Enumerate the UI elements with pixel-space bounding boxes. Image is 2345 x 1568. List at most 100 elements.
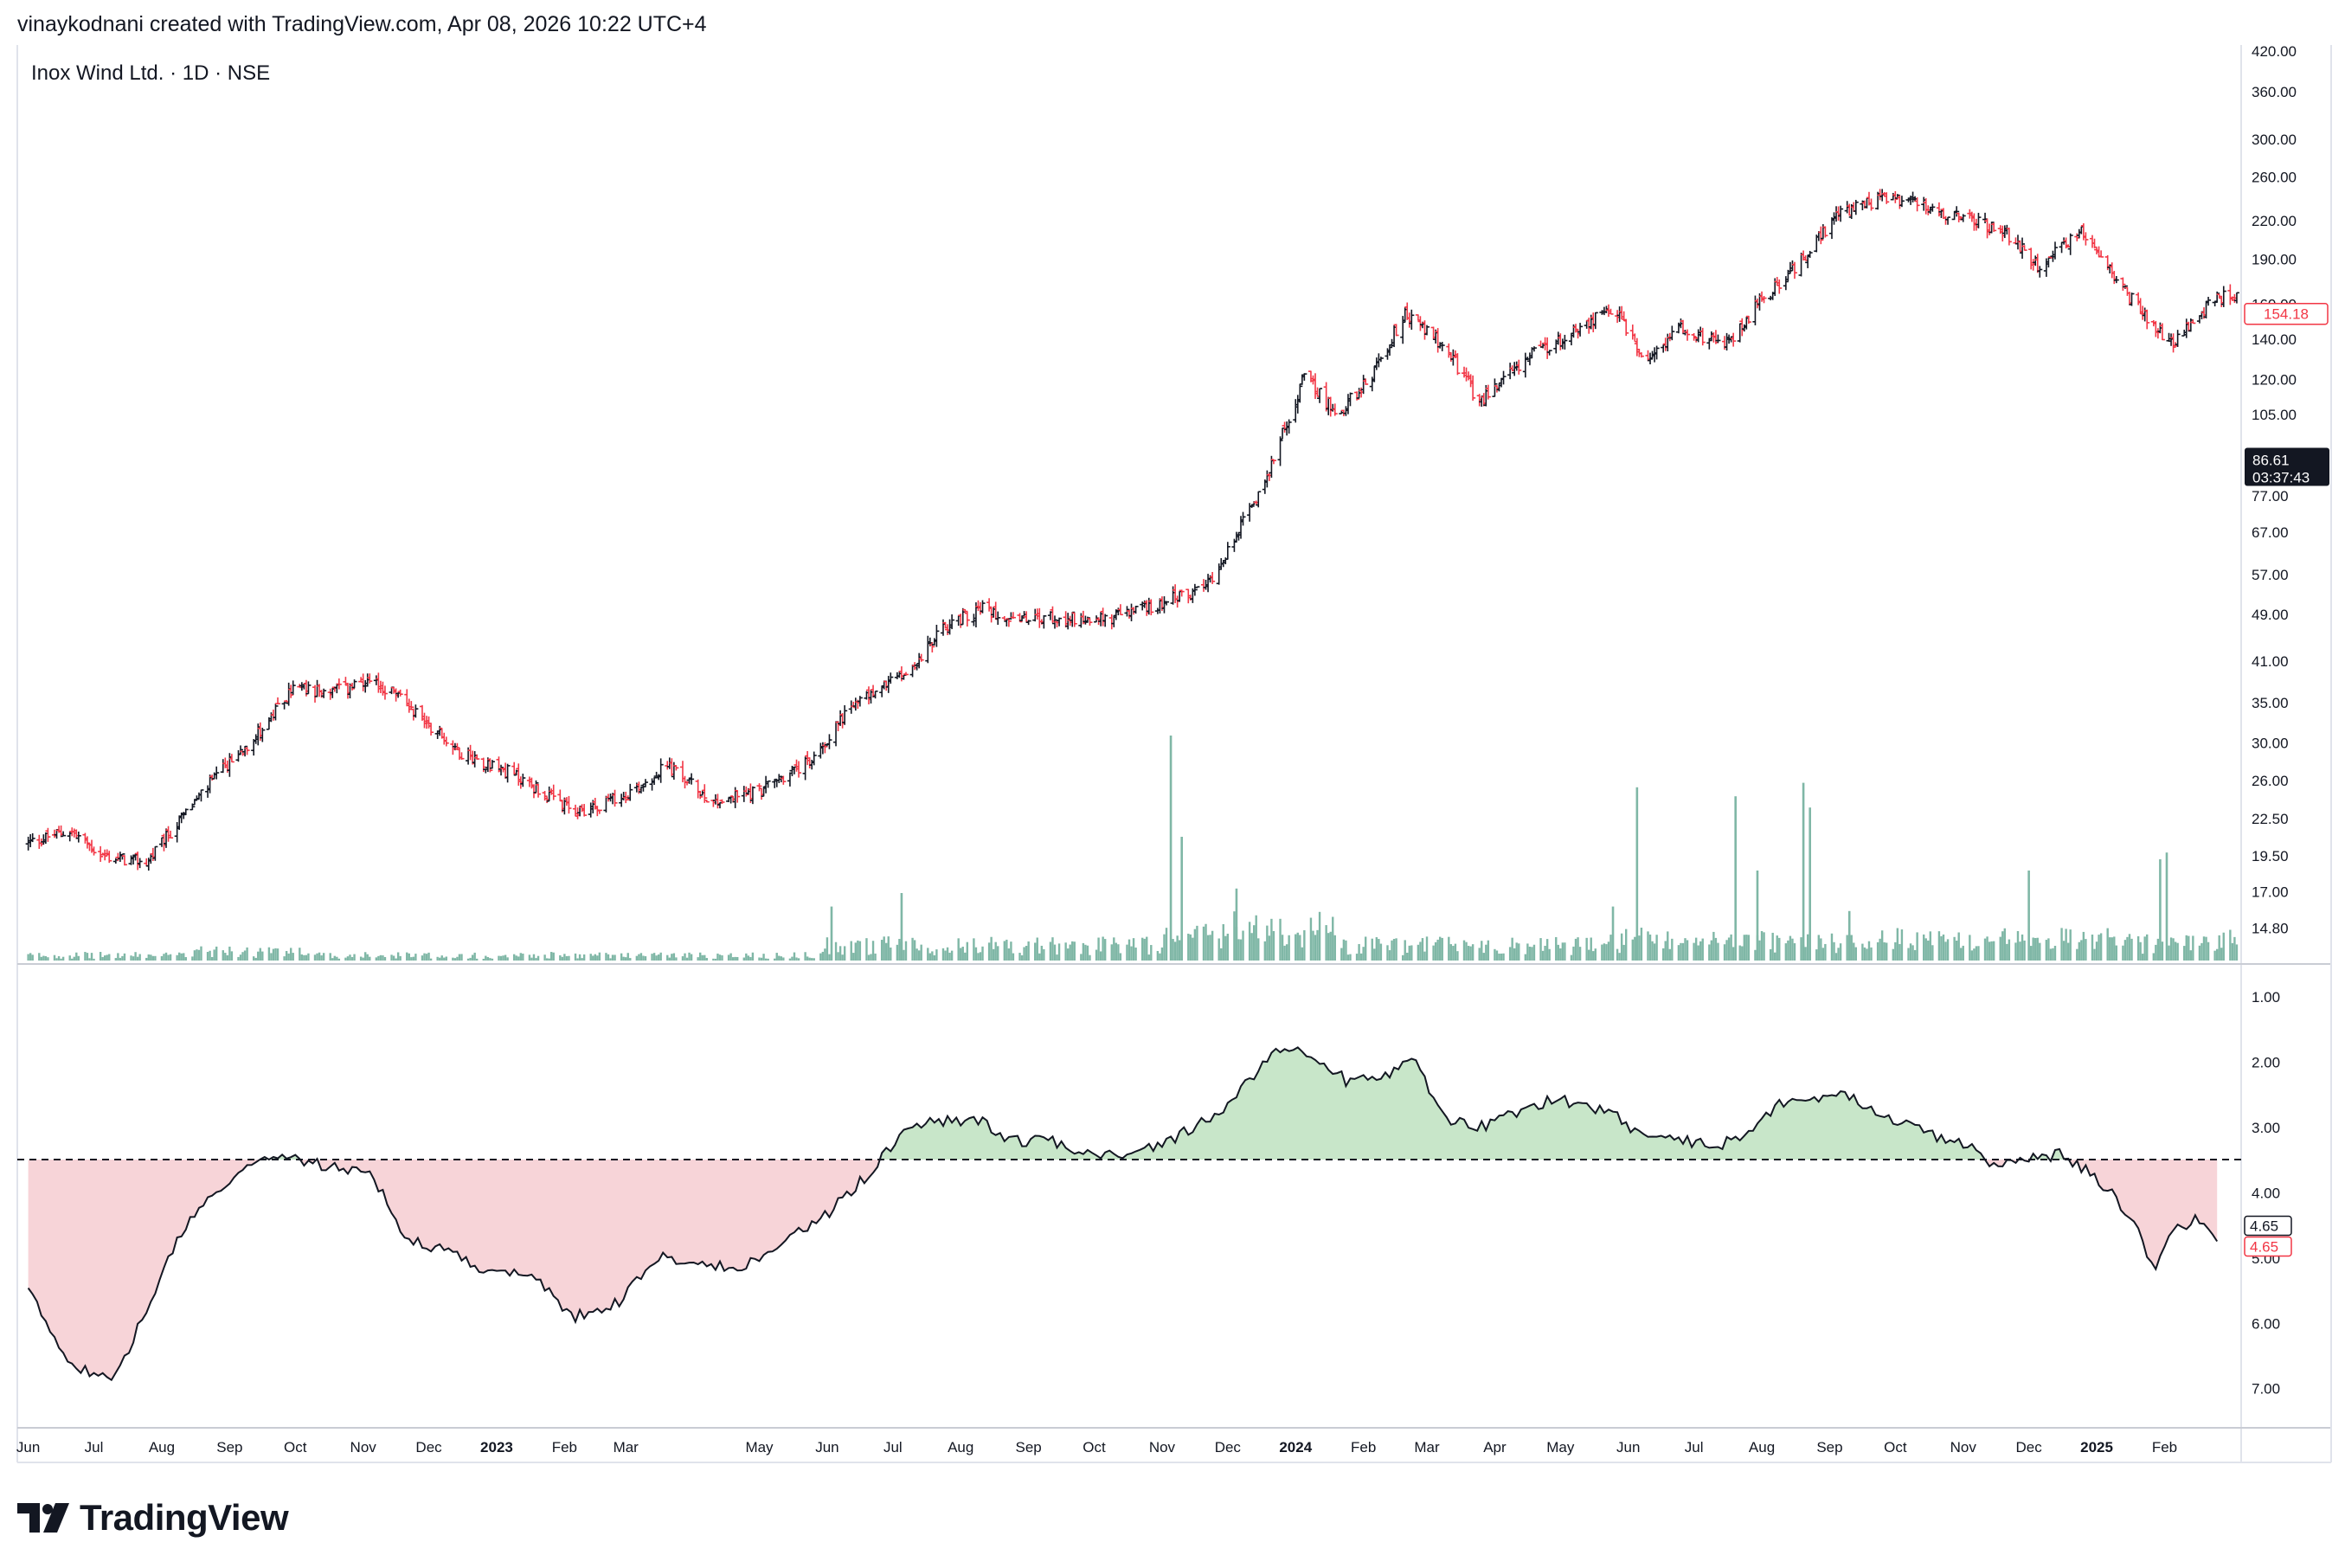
volume-bar [1132,938,1135,961]
volume-bar [1452,946,1455,961]
axis-tick-label: 120.00 [2252,372,2297,389]
volume-bar [1406,952,1409,961]
volume-bar [491,958,494,961]
volume-bar [406,952,408,961]
axis-tick-label: 6.00 [2252,1315,2280,1332]
ohlc-bar [1930,203,1936,212]
volume-bar [1590,937,1592,961]
volume-bar [1894,941,1897,961]
volume-bar [1622,944,1625,961]
ohlc-bar [1393,324,1399,337]
volume-bar [1866,948,1868,961]
volume-bar [1975,946,1978,961]
volume-bar [1205,923,1207,961]
axis-tick-label: 26.00 [2252,773,2289,789]
volume-bar [452,957,454,961]
axis-tick-label: Jun [1616,1439,1640,1456]
tradingview-logo[interactable]: TradingView [17,1494,289,1542]
volume-bar [1561,942,1564,961]
volume-bar [1495,950,1499,961]
volume-series [27,736,2239,961]
volume-bar [443,957,446,961]
volume-bar [890,947,892,961]
volume-bar [1358,943,1360,961]
volume-bar [502,955,504,961]
volume-bar [1916,932,1918,961]
volume-bar [399,955,402,961]
volume-bar [1143,938,1146,961]
ohlc-bar [428,723,434,736]
volume-bar [1734,796,1737,961]
volume-bar [1824,943,1827,961]
volume-bar [363,952,367,961]
volume-bar [299,948,301,961]
volume-bar [1441,937,1443,961]
ohlc-bar [1164,601,1170,606]
volume-bar [871,941,875,961]
ohlc-bar [1409,309,1415,330]
volume-bar [1012,953,1015,961]
volume-bar [267,947,271,961]
volume-bar [522,954,524,961]
axis-tick-label: Jun [16,1439,40,1456]
volume-bar [935,949,938,961]
volume-bar [1747,935,1751,961]
volume-bar [1927,940,1930,961]
ohlc-bar [1608,308,1614,315]
volume-bar [811,958,813,961]
volume-bar [2207,941,2210,961]
volume-bar [911,937,914,961]
volume-bar [1817,935,1821,961]
ohlc-bar [1654,345,1660,360]
volume-bar [1774,952,1776,961]
volume-bar [778,955,781,961]
volume-bar [1410,945,1413,961]
volume-bar [1378,939,1380,961]
volume-bar [1482,953,1485,961]
ohlc-bar [929,642,935,652]
volume-bar [1730,934,1732,961]
volume-bar [990,936,993,961]
volume-bar [1057,943,1061,961]
ohlc-bar [2098,250,2104,258]
volume-bar [1787,940,1789,961]
volume-bar [834,941,838,961]
volume-bar [123,953,126,961]
volume-bar [395,958,397,961]
volume-bar [2176,942,2179,961]
volume-bar [774,958,776,961]
volume-bar [2213,950,2216,961]
volume-bar [2143,936,2146,961]
volume-bar [429,958,433,961]
volume-bar [1973,948,1976,961]
volume-bar [688,952,691,961]
volume-bar [213,949,215,961]
ohlc-bar [2233,292,2239,304]
volume-bar [2001,931,2004,961]
ohlc-bar [2052,241,2058,260]
volume-bar [1404,940,1406,961]
volume-bar [626,953,629,961]
volume-bar [1592,951,1595,961]
volume-bar [246,947,248,961]
volume-bar [440,955,443,961]
volume-bar [605,953,607,961]
axis-tick-label: 57.00 [2252,567,2289,583]
volume-bar [716,953,719,961]
volume-bar [2156,938,2160,961]
volume-bar [55,958,58,961]
volume-bar [751,952,755,961]
volume-bar [2082,931,2085,961]
ohlc-bar [1669,325,1675,341]
volume-bar [1257,938,1260,961]
volume-bar [1288,935,1290,961]
volume-bar [1620,933,1623,961]
volume-bar [1977,946,1980,961]
axis-tick-label: Dec [1215,1439,1242,1456]
ohlc-bar [1378,357,1384,363]
volume-bar [747,955,750,961]
volume-bar [1634,936,1636,961]
volume-bar [808,957,811,961]
volume-bar [2039,942,2041,961]
